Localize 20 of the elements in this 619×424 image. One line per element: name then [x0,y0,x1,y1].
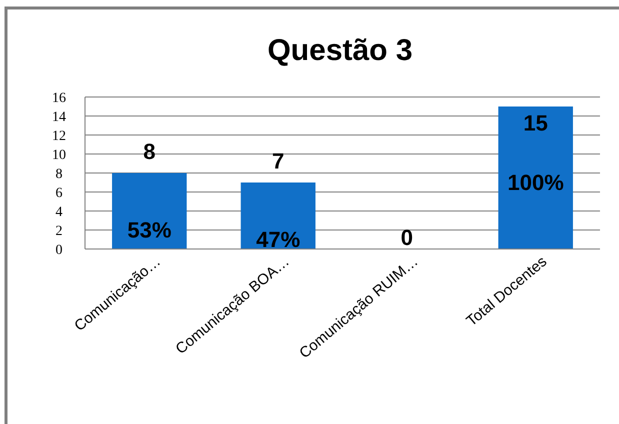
y-tick-label: 6 [56,186,62,201]
y-tick-label: 2 [56,224,62,239]
y-tick-label: 4 [56,204,62,220]
data-label: 8 [143,139,156,164]
y-tick-label: 12 [52,128,66,144]
data-label: 15 [523,110,548,136]
data-label: 7 [272,148,284,174]
bar [240,182,316,249]
y-tick-label: 8 [56,166,62,182]
data-label: 0 [400,225,413,250]
annotation: 53% [127,218,172,243]
annotation: 100% [507,170,564,196]
y-tick-label: 10 [52,148,66,163]
bar [112,173,187,249]
y-tick-label: 0 [56,242,62,258]
y-tick-label: 14 [52,110,66,125]
annotation: 47% [256,227,300,252]
chart-title: Questão 3 [267,34,413,67]
bar [498,106,573,249]
y-tick-label: 16 [52,90,66,106]
